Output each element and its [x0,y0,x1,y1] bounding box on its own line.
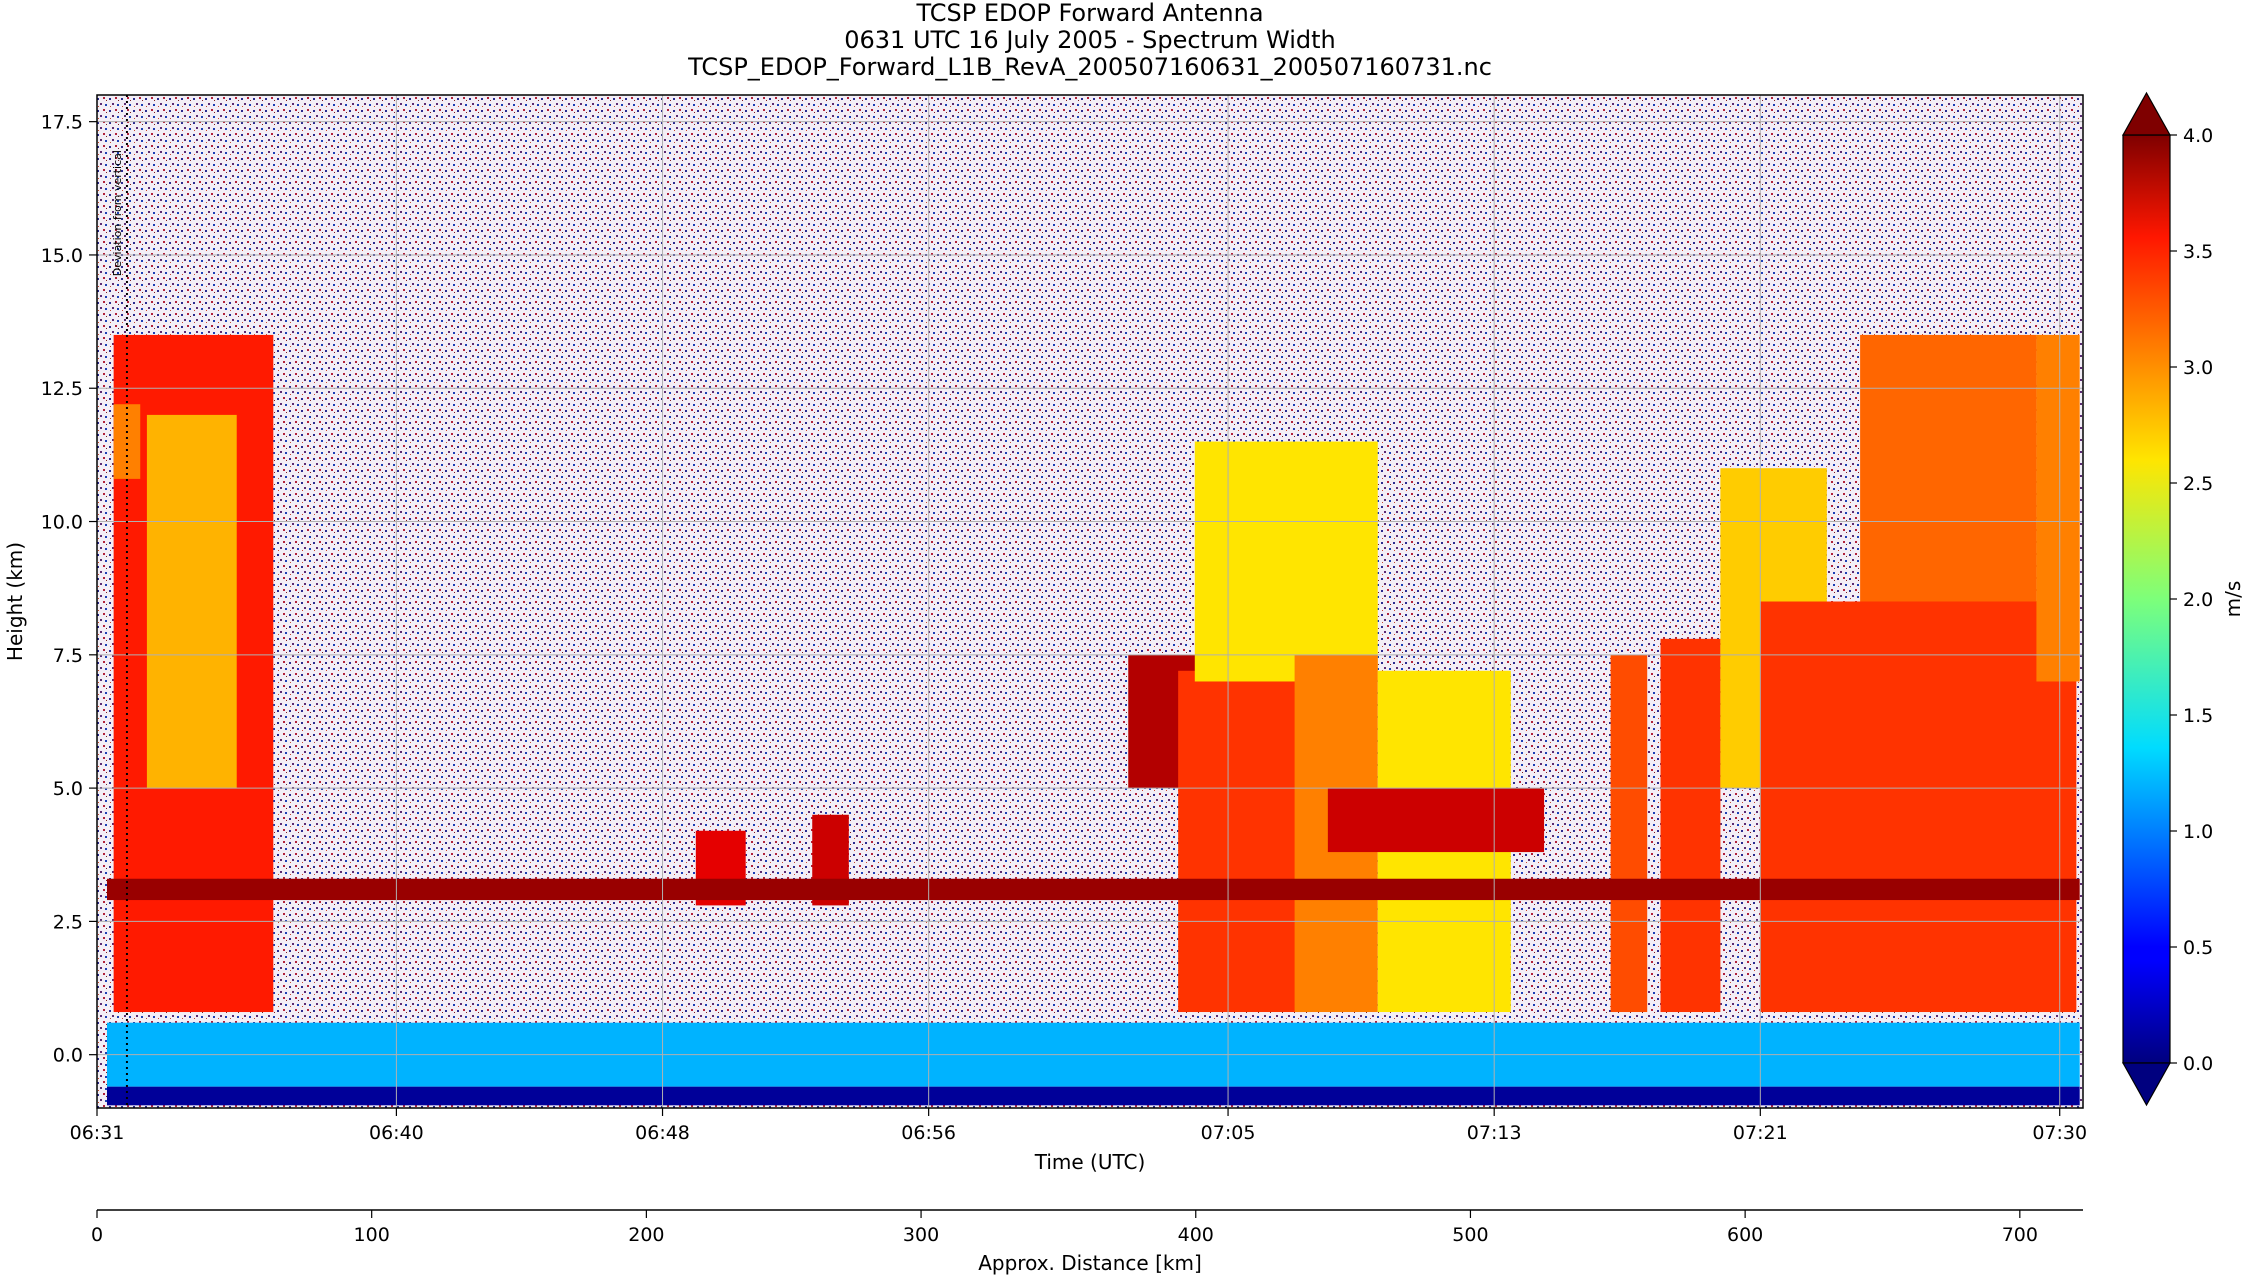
y-tick-label: 2.5 [53,911,83,933]
distance-tick-label: 0 [91,1224,103,1246]
x-tick-label: 06:31 [70,1122,125,1144]
colorbar-extend-max [2121,91,2172,136]
distance-axis-label: Approx. Distance [km] [978,1251,1202,1275]
x-tick-label: 07:30 [2032,1122,2087,1144]
data-cell [1327,788,1545,853]
colorbar-tick-label: 1.5 [2183,705,2213,727]
x-axis-distance: 0 100 200 300 400 500 600 700 [91,1209,2083,1246]
x-tick-label: 06:40 [369,1122,424,1144]
x-tick-label: 07:21 [1733,1122,1788,1144]
y-tick-label: 15.0 [41,245,83,267]
x-axis-time: 06:31 06:40 06:48 06:56 07:05 07:13 07:21 07:30 [70,1108,2087,1144]
colorbar-label: m/s [2221,581,2245,618]
data-cell [1178,670,1312,1013]
distance-tick-label: 100 [354,1224,390,1246]
data-cell [1660,638,1721,1013]
plot-frame [96,94,2084,1109]
chart-title: TCSP EDOP Forward Antenna 0631 UTC 16 Ju… [0,0,2180,81]
y-tick-label: 12.5 [41,378,83,400]
data-cell [1610,654,1648,1013]
deviation-annotation: Deviation from vertical [111,150,124,276]
y-tick-label: 0.0 [53,1045,83,1067]
distance-tick-label: 500 [1452,1224,1488,1246]
title-line-2: 0631 UTC 16 July 2005 - Spectrum Width [844,26,1336,54]
colorbar-tick-label: 1.0 [2183,821,2213,843]
colorbar-extend-min [2121,1062,2172,1107]
colorbar-tick-label: 0.0 [2183,1053,2213,1075]
colorbar: 0.0 0.5 1.0 1.5 2.0 2.5 3.0 3.5 4.0 m/s [2121,91,2245,1107]
distance-tick-label: 300 [903,1224,939,1246]
x-tick-label: 06:56 [901,1122,956,1144]
data-cell [106,878,2080,901]
x-tick-label: 07:05 [1201,1122,1256,1144]
colorbar-tick-label: 3.0 [2183,357,2213,379]
data-cell [106,1086,2080,1106]
y-axis-height: 0.0 2.5 5.0 7.5 10.0 12.5 15.0 17.5 [41,112,97,1067]
y-tick-label: 5.0 [53,778,83,800]
y-tick-label: 17.5 [41,112,83,134]
data-cell [1194,441,1378,682]
colorbar-ticks: 0.0 0.5 1.0 1.5 2.0 2.5 3.0 3.5 4.0 [2170,125,2213,1075]
data-cell [113,404,141,479]
colorbar-tick-label: 2.5 [2183,473,2213,495]
title-line-1: TCSP EDOP Forward Antenna [916,0,1264,27]
data-cell [2036,334,2080,682]
x-axis-label: Time (UTC) [1034,1150,1146,1174]
colorbar-gradient [2122,134,2171,1064]
distance-tick-label: 700 [2002,1224,2038,1246]
distance-tick-label: 200 [628,1224,664,1246]
data-cell [1760,601,2077,1013]
y-tick-label: 7.5 [53,645,83,667]
title-line-3: TCSP_EDOP_Forward_L1B_RevA_200507160631_… [688,53,1492,81]
distance-tick-label: 400 [1178,1224,1214,1246]
colorbar-tick-label: 0.5 [2183,937,2213,959]
y-tick-label: 10.0 [41,512,83,534]
data-cell [1860,334,2037,602]
colorbar-tick-label: 3.5 [2183,241,2213,263]
data-cell [146,414,237,789]
y-axis-label: Height (km) [3,542,27,661]
colorbar-tick-label: 2.0 [2183,589,2213,611]
x-tick-label: 06:48 [635,1122,690,1144]
distance-tick-label: 600 [1727,1224,1763,1246]
data-cells [106,334,2080,1106]
plot-area: Deviation from vertical [96,94,2084,1109]
x-tick-label: 07:13 [1467,1122,1522,1144]
colorbar-tick-label: 4.0 [2183,125,2213,147]
